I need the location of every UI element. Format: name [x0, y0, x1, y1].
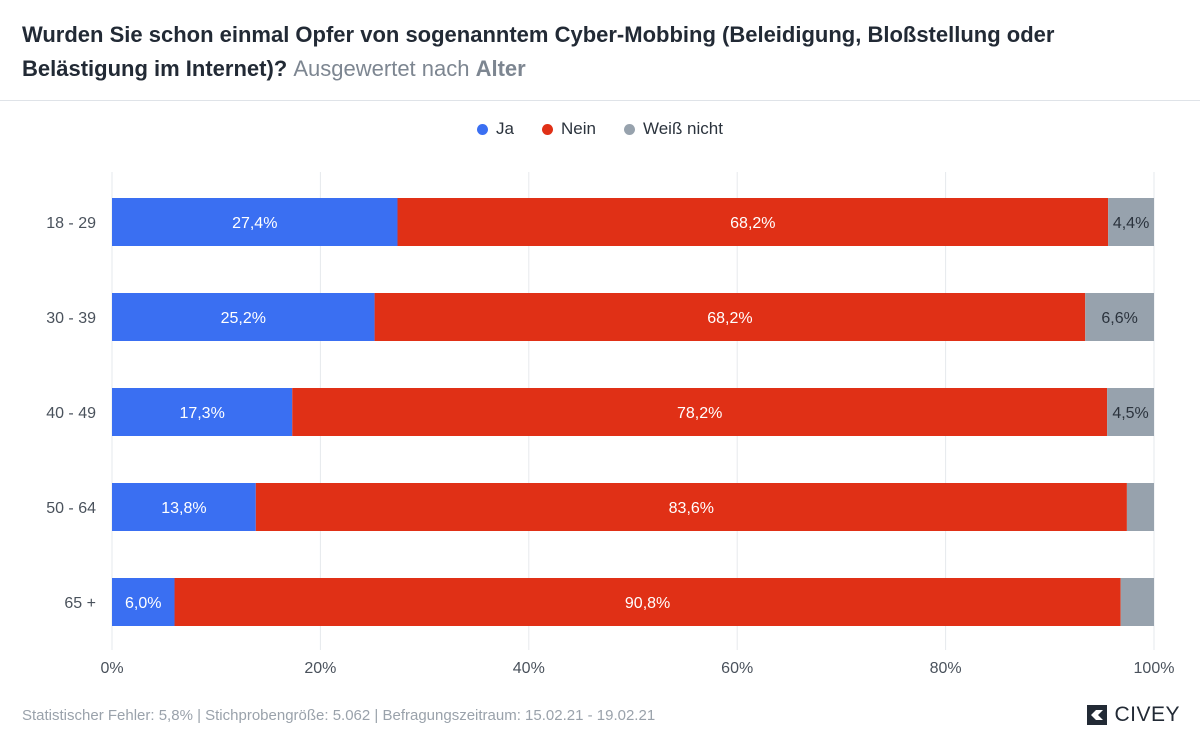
data-label: 6,6% — [1101, 310, 1137, 327]
y-category-label: 65 + — [64, 595, 96, 612]
legend-item-ja[interactable]: Ja — [477, 119, 514, 139]
bar-segment-nein — [397, 198, 1109, 246]
legend-item-weiss-nicht[interactable]: Weiß nicht — [623, 119, 723, 139]
data-label: 78,2% — [677, 405, 722, 422]
bar-segment-ja — [112, 388, 293, 436]
data-label: 17,3% — [179, 405, 224, 422]
y-category-label: 50 - 64 — [46, 500, 96, 517]
brand-name: CIVEY — [1114, 703, 1180, 726]
bar-segment-ja — [112, 293, 375, 341]
title-sub-prefix: Ausgewertet nach — [293, 56, 470, 81]
y-category-label: 30 - 39 — [46, 310, 96, 327]
stacked-bar-chart: 0% 20% 40% 60% 80% 100% 18 - 29 27,4% 68,2% 4,4% 3… — [46, 172, 1175, 677]
data-label: 83,6% — [669, 500, 714, 517]
bar-segment-ja — [112, 578, 175, 626]
legend-label-ja: Ja — [496, 119, 514, 138]
x-tick-label: 0% — [100, 660, 123, 677]
x-tick-label: 20% — [304, 660, 336, 677]
data-label: 68,2% — [730, 215, 775, 232]
bar-segment-wei-nicht — [1126, 483, 1154, 531]
data-label: 6,0% — [125, 595, 161, 612]
civey-logo-icon — [1087, 705, 1108, 725]
y-category-label: 18 - 29 — [46, 215, 96, 232]
bar-segment-wei-nicht — [1085, 293, 1154, 341]
legend-item-nein[interactable]: Nein — [542, 119, 596, 139]
bar-segment-ja — [112, 198, 398, 246]
data-label: 90,8% — [625, 595, 670, 612]
x-tick-label: 80% — [930, 660, 962, 677]
header-divider — [0, 100, 1200, 101]
bar-segment-wei-nicht — [1120, 578, 1154, 626]
bar-segment-nein — [374, 293, 1086, 341]
legend-swatch-weiss-nicht — [623, 123, 635, 135]
brand-logo: CIVEY — [1086, 703, 1180, 727]
legend-label-weiss-nicht: Weiß nicht — [642, 119, 723, 138]
bar-segment-nein — [292, 388, 1108, 436]
title-subtitle: Ausgewertet nach Alter — [293, 56, 525, 81]
data-label: 27,4% — [232, 215, 277, 232]
x-tick-label: 100% — [1134, 660, 1175, 677]
legend-swatch-ja — [477, 123, 489, 135]
bar-segment-wei-nicht — [1108, 198, 1154, 246]
bar-segment-nein — [174, 578, 1121, 626]
bar-segment-wei-nicht — [1107, 388, 1154, 436]
x-tick-label: 60% — [721, 660, 753, 677]
data-label: 4,4% — [1113, 215, 1149, 232]
footer-note: Statistischer Fehler: 5,8% | Stichproben… — [22, 707, 656, 724]
chart-title: Wurden Sie schon einmal Opfer von sogena… — [22, 18, 1182, 86]
legend-label-nein: Nein — [561, 119, 596, 138]
bar-segment-ja — [112, 483, 256, 531]
title-main: Wurden Sie schon einmal Opfer von sogena… — [22, 22, 1055, 81]
data-label: 4,5% — [1112, 405, 1148, 422]
title-sub-key: Alter — [475, 56, 526, 81]
bar-segment-nein — [255, 483, 1127, 531]
data-label: 13,8% — [161, 500, 206, 517]
legend-swatch-nein — [542, 123, 553, 135]
y-category-label: 40 - 49 — [46, 405, 96, 422]
data-label: 25,2% — [221, 310, 266, 327]
x-tick-label: 40% — [513, 660, 545, 677]
data-label: 68,2% — [707, 310, 752, 327]
chart-legend: Ja Nein Weiß nicht — [0, 119, 1200, 139]
